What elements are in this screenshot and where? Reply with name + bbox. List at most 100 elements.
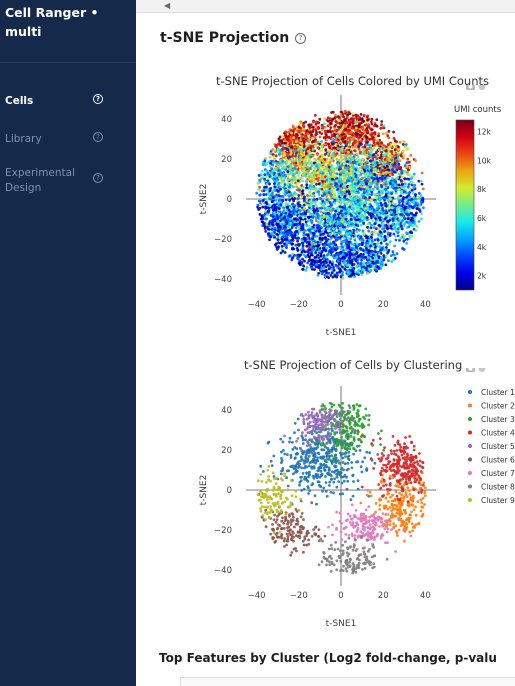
umi-point [320, 187, 324, 191]
umi-point [326, 152, 330, 156]
umi-point [311, 140, 315, 143]
umi-point [320, 153, 324, 157]
umi-point [318, 249, 322, 253]
umi-point [301, 124, 305, 127]
umi-point [408, 234, 411, 238]
umi-point [377, 227, 381, 231]
help-icon[interactable]: ? [93, 173, 103, 183]
umi-point [289, 164, 292, 168]
umi-point [301, 179, 304, 183]
umi-point [256, 203, 260, 207]
main-content: ◀ t-SNE Projection? t-SNE Projection of … [136, 0, 515, 686]
umi-point [329, 122, 333, 126]
umi-point [378, 148, 381, 152]
umi-point [299, 186, 303, 190]
umi-point [343, 267, 347, 271]
sidebar-item-experimental-design[interactable]: Experimental Design ? [5, 166, 130, 196]
sidebar-item-cells[interactable]: Cells ? [5, 94, 130, 109]
umi-point [376, 177, 379, 181]
umi-point [372, 164, 376, 168]
umi-point [327, 142, 330, 146]
umi-point [323, 117, 327, 120]
umi-point [325, 166, 329, 169]
umi-point [417, 179, 421, 183]
umi-point [327, 135, 331, 139]
umi-point [366, 140, 369, 143]
umi-point [361, 149, 365, 153]
umi-point [372, 226, 376, 229]
umi-point [316, 146, 320, 150]
help-icon[interactable]: ? [93, 94, 103, 104]
umi-point [383, 234, 387, 238]
umi-point [349, 130, 353, 134]
umi-point [356, 140, 360, 144]
umi-point [375, 124, 379, 128]
umi-point [360, 176, 364, 180]
umi-point [328, 117, 332, 121]
umi-point [403, 208, 406, 211]
umi-point [395, 168, 399, 172]
umi-point [405, 220, 409, 224]
umi-point [384, 188, 388, 191]
umi-point [344, 117, 347, 121]
umi-point [282, 185, 286, 189]
umi-point [323, 122, 326, 126]
help-icon[interactable]: ? [93, 132, 103, 142]
umi-point [330, 271, 334, 274]
umi-point [276, 216, 280, 220]
umi-point [259, 193, 262, 196]
umi-point [394, 223, 398, 227]
umi-point [335, 238, 339, 242]
umi-point [270, 167, 274, 171]
umi-point [357, 148, 361, 151]
umi-point [320, 174, 324, 178]
umi-point [382, 172, 385, 175]
umi-point [302, 264, 306, 268]
umi-point [328, 161, 332, 164]
umi-point [276, 148, 280, 151]
umi-point [390, 213, 393, 217]
umi-point [325, 157, 329, 161]
umi-point [321, 180, 325, 184]
umi-point [371, 177, 375, 180]
umi-point [320, 230, 324, 234]
umi-point [268, 238, 271, 242]
umi-point [357, 173, 361, 177]
umi-point [408, 174, 412, 177]
umi-point [308, 126, 312, 129]
umi-point [294, 178, 297, 182]
horizontal-scrollbar[interactable]: ◀ [136, 0, 515, 13]
help-icon[interactable]: ? [295, 32, 307, 44]
umi-point [324, 148, 328, 151]
umi-point [294, 231, 297, 234]
umi-point [397, 156, 400, 160]
umi-point [318, 264, 321, 268]
umi-point [264, 230, 268, 233]
umi-point [289, 148, 293, 152]
umi-point [359, 125, 363, 129]
umi-point [412, 172, 416, 176]
umi-point [346, 179, 349, 183]
umi-point [300, 176, 303, 180]
umi-point [327, 165, 331, 169]
umi-point [353, 182, 357, 185]
umi-point [370, 199, 373, 203]
umi-point [313, 136, 317, 139]
umi-point [361, 255, 364, 258]
umi-point [290, 226, 294, 229]
umi-point [365, 192, 369, 195]
umi-point [364, 135, 368, 138]
umi-point [283, 134, 287, 137]
umi-point [410, 216, 414, 220]
umi-point [265, 198, 269, 202]
umi-point [300, 204, 304, 208]
umi-point [307, 157, 311, 161]
scroll-left-icon[interactable]: ◀ [164, 1, 171, 10]
umi-point [286, 170, 290, 173]
umi-point [336, 147, 340, 150]
umi-point [339, 128, 343, 132]
umi-point [355, 152, 359, 156]
sidebar-item-library[interactable]: Library ? [5, 132, 130, 147]
umi-point [402, 155, 406, 159]
umi-point [289, 205, 292, 209]
